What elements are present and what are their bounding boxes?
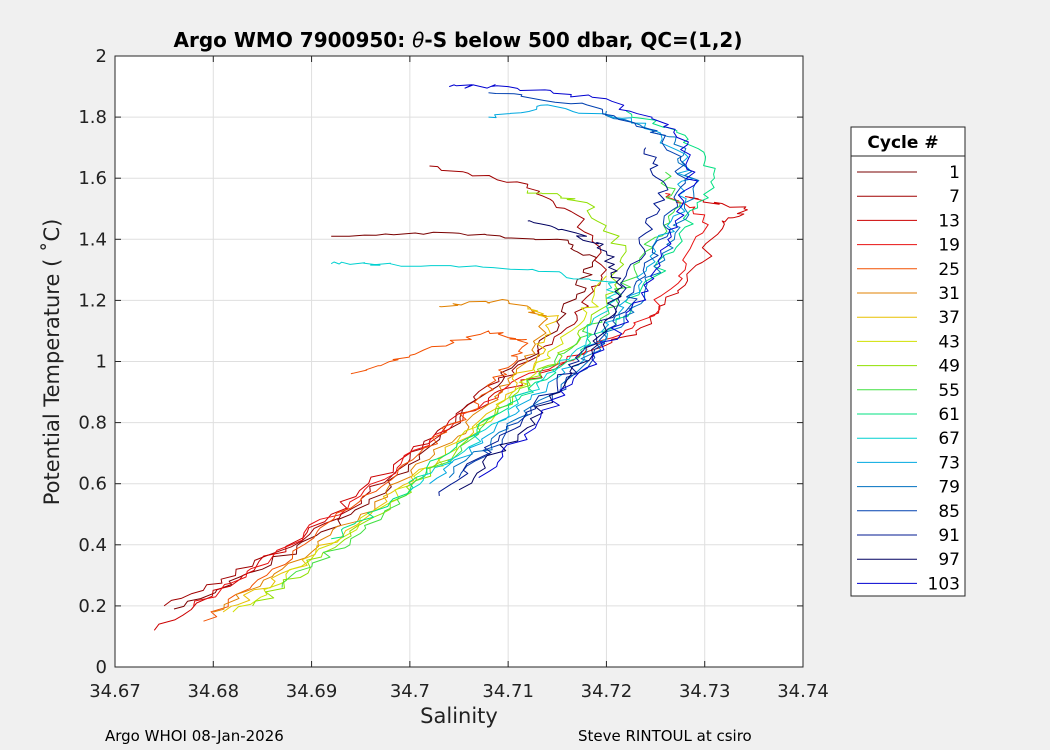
series-line-cycle-1 [173, 231, 598, 610]
legend-label-cycle-7: 7 [949, 187, 960, 207]
y-axis-label: Potential Temperature ( ˚C) [40, 219, 64, 506]
y-tick-label: 0.8 [78, 413, 107, 434]
x-tick-label: 34.68 [188, 681, 240, 702]
series-group [153, 84, 748, 631]
footer-right: Steve RINTOUL at csiro [578, 727, 752, 745]
y-tick-label: 0.4 [78, 535, 107, 556]
series-line-cycle-25 [203, 330, 529, 622]
legend: Cycle # 1 7 13 19 25 31 37 43 49 55 61 67 73 79 85 91 97… [850, 126, 966, 597]
series-line-cycle-55 [281, 171, 681, 588]
series-line-cycle-43 [232, 275, 607, 613]
x-tick-label: 34.7 [390, 681, 430, 702]
x-tick-label: 34.73 [679, 681, 731, 702]
x-tick-label: 34.74 [777, 681, 829, 702]
grid [115, 56, 803, 667]
legend-label-cycle-103: 103 [928, 574, 960, 594]
legend-label-cycle-49: 49 [938, 357, 960, 377]
y-tick-label: 0 [96, 657, 107, 678]
legend-box [850, 126, 966, 597]
series-line-cycle-49 [252, 190, 627, 607]
y-tick-label: 2 [96, 46, 107, 67]
legend-label-cycle-85: 85 [938, 502, 960, 522]
y-tick-label: 1.8 [78, 107, 107, 128]
legend-label-cycle-67: 67 [938, 429, 960, 449]
legend-label-cycle-31: 31 [938, 284, 960, 304]
legend-label-cycle-1: 1 [949, 163, 960, 183]
series-line-cycle-73 [429, 104, 694, 485]
legend-label-cycle-61: 61 [938, 405, 960, 425]
legend-label-cycle-91: 91 [938, 526, 960, 546]
legend-title: Cycle # [867, 133, 938, 153]
x-tick-label: 34.71 [482, 681, 534, 702]
series-line-cycle-67 [330, 261, 619, 491]
axis-ticks: 34.67 34.68 34.69 34.7 34.71 34.72 34.73 34.74 0… [78, 46, 828, 702]
y-tick-label: 0.2 [78, 596, 107, 617]
series-line-cycle-103 [449, 84, 698, 479]
legend-label-cycle-19: 19 [938, 236, 960, 256]
legend-label-cycle-97: 97 [938, 550, 960, 570]
footer-left: Argo WHOI 08-Jan-2026 [105, 727, 284, 745]
legend-entries: 1 7 13 19 25 31 37 43 49 55 61 67 73 79 85 91 97 103 [857, 163, 960, 594]
legend-label-cycle-73: 73 [938, 453, 960, 473]
y-tick-label: 1.2 [78, 290, 107, 311]
series-line-cycle-61 [331, 110, 716, 540]
x-tick-label: 34.67 [89, 681, 141, 702]
legend-label-cycle-55: 55 [938, 381, 960, 401]
series-line-cycle-19 [193, 193, 709, 607]
chart-title: Argo WMO 7900950: θ-S below 500 dbar, QC… [174, 28, 743, 52]
y-tick-label: 0.6 [78, 474, 107, 495]
legend-label-cycle-37: 37 [938, 308, 960, 328]
x-axis-label: Salinity [420, 704, 498, 728]
y-tick-label: 1.4 [78, 229, 107, 250]
legend-label-cycle-79: 79 [938, 478, 960, 498]
x-tick-label: 34.72 [581, 681, 633, 702]
legend-label-cycle-25: 25 [938, 260, 960, 280]
legend-label-cycle-43: 43 [938, 332, 960, 352]
y-tick-label: 1.6 [78, 168, 107, 189]
y-tick-label: 1 [96, 352, 107, 373]
series-line-cycle-31 [213, 299, 548, 613]
x-tick-label: 34.69 [286, 681, 338, 702]
legend-label-cycle-13: 13 [938, 211, 960, 231]
series-line-cycle-97 [458, 220, 623, 491]
series-line-cycle-37 [222, 306, 559, 613]
